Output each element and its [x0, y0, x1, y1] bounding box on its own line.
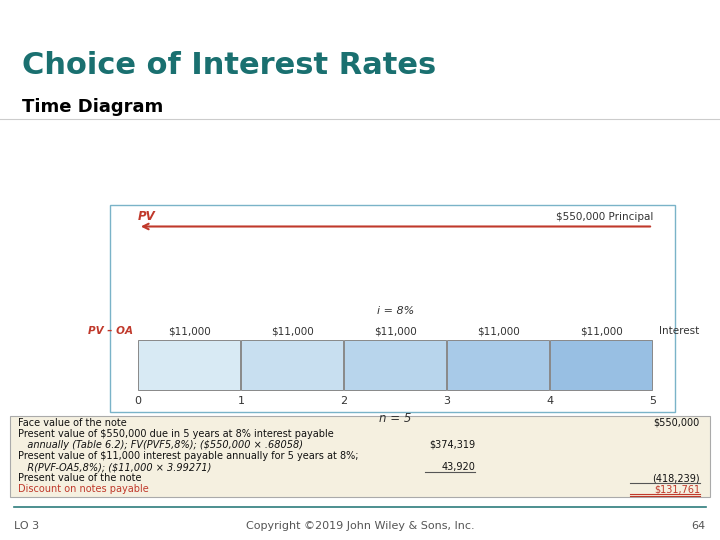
- Text: $11,000: $11,000: [374, 327, 417, 336]
- Text: Present value of $11,000 interest payable annually for 5 years at 8%;: Present value of $11,000 interest payabl…: [18, 451, 359, 461]
- Text: $11,000: $11,000: [168, 327, 211, 336]
- Text: Interest: Interest: [659, 327, 699, 336]
- Text: 64: 64: [691, 521, 706, 531]
- Bar: [10, 415, 710, 496]
- Text: Discount on notes payable: Discount on notes payable: [18, 484, 149, 494]
- Text: 43,920: 43,920: [441, 462, 475, 472]
- Bar: [241, 340, 343, 389]
- Text: $550,000 Principal: $550,000 Principal: [556, 213, 653, 222]
- Text: $131,761: $131,761: [654, 484, 700, 494]
- Text: $550,000: $550,000: [654, 418, 700, 428]
- Text: 0: 0: [135, 396, 142, 407]
- Bar: [138, 340, 240, 389]
- Text: 4: 4: [546, 396, 554, 407]
- Text: $11,000: $11,000: [271, 327, 314, 336]
- Text: R(PVF-OA5,8%); ($11,000 × 3.99271): R(PVF-OA5,8%); ($11,000 × 3.99271): [18, 462, 212, 472]
- Text: 5: 5: [649, 396, 657, 407]
- Text: n = 5: n = 5: [379, 411, 412, 424]
- Bar: [344, 340, 446, 389]
- Text: PV – OA: PV – OA: [88, 327, 133, 336]
- Text: annually (Table 6.2); FV(PVF5,8%); ($550,000 × .68058): annually (Table 6.2); FV(PVF5,8%); ($550…: [18, 440, 303, 450]
- Text: 1: 1: [238, 396, 245, 407]
- Bar: [110, 205, 675, 411]
- Text: LO 3: LO 3: [14, 521, 40, 531]
- Bar: [447, 340, 549, 389]
- Text: 3: 3: [444, 396, 451, 407]
- Text: $374,319: $374,319: [429, 440, 475, 450]
- Text: Present value of $550,000 due in 5 years at 8% interest payable: Present value of $550,000 due in 5 years…: [18, 429, 334, 439]
- Text: (418,239): (418,239): [652, 473, 700, 483]
- Text: i = 8%: i = 8%: [377, 307, 414, 316]
- Text: 2: 2: [341, 396, 348, 407]
- Text: Copyright ©2019 John Wiley & Sons, Inc.: Copyright ©2019 John Wiley & Sons, Inc.: [246, 521, 474, 531]
- Text: PV: PV: [138, 210, 156, 222]
- Text: Choice of Interest Rates: Choice of Interest Rates: [22, 51, 436, 79]
- Text: Time Diagram: Time Diagram: [22, 98, 163, 117]
- Text: Present value of the note: Present value of the note: [18, 473, 142, 483]
- Text: $11,000: $11,000: [580, 327, 623, 336]
- Text: Face value of the note: Face value of the note: [18, 418, 127, 428]
- Text: $11,000: $11,000: [477, 327, 520, 336]
- Bar: [550, 340, 652, 389]
